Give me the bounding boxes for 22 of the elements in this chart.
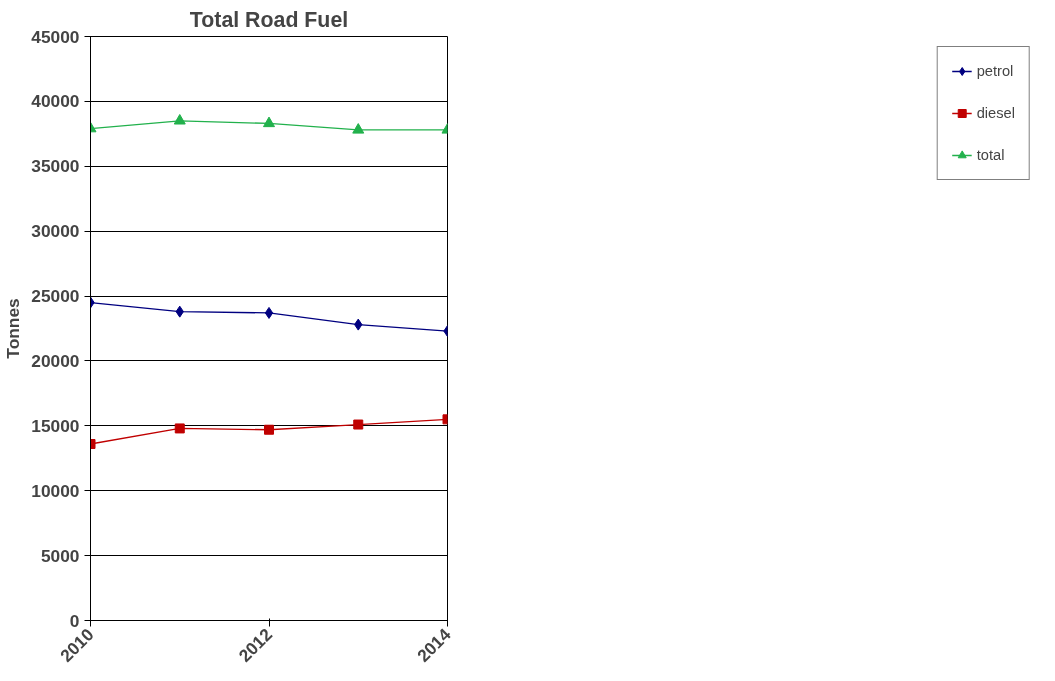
- legend-label: diesel: [976, 105, 1015, 121]
- chart-title: Total Road Fuel: [189, 7, 349, 32]
- point: [173, 114, 186, 125]
- y-tick-label: 5000: [40, 545, 80, 566]
- y-tick-label: 35000: [31, 156, 80, 177]
- y-tick-label: 30000: [31, 221, 80, 242]
- legend-label: petrol: [976, 63, 1014, 79]
- y-tick-label: 10000: [31, 480, 80, 501]
- legend-label: total: [976, 147, 1005, 163]
- point: [263, 116, 275, 128]
- point: [174, 423, 185, 434]
- point: [353, 419, 364, 430]
- point: [352, 123, 365, 134]
- y-tick-label: 15000: [31, 415, 80, 436]
- point: [264, 424, 274, 435]
- y-tick-label: 25000: [31, 286, 80, 307]
- y-tick-label: 45000: [31, 26, 80, 47]
- y-axis-title: Tonnes: [3, 298, 24, 359]
- point: [264, 306, 274, 319]
- y-tick-label: 0: [69, 610, 80, 631]
- y-tick-label: 20000: [31, 350, 80, 371]
- y-tick-label: 40000: [31, 91, 80, 112]
